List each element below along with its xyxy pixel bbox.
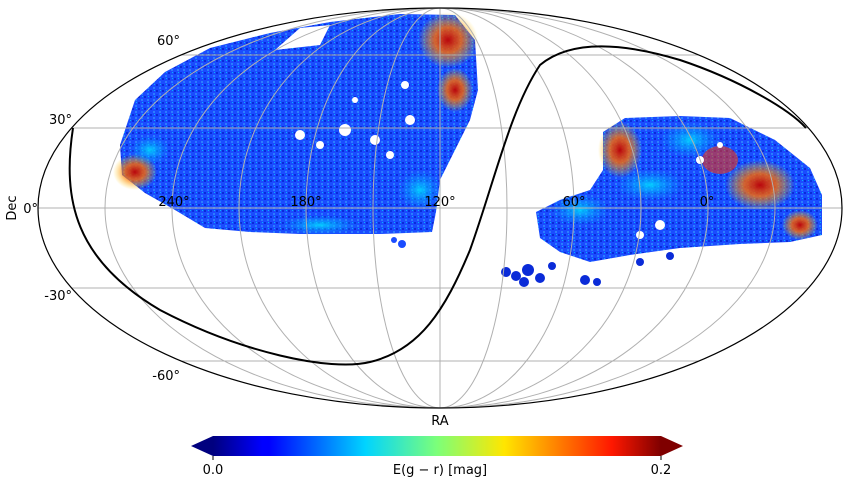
- x-axis-label: RA: [431, 414, 449, 429]
- colorbar-extend-high: [661, 436, 683, 456]
- map-outline: [37, 7, 843, 409]
- dec-tick-label: -60°: [152, 369, 180, 384]
- dec-tick-label: 60°: [157, 34, 180, 49]
- footprint-south: [501, 116, 822, 287]
- ra-tick-label: 180°: [290, 195, 321, 210]
- y-axis-label: Dec: [5, 195, 20, 220]
- colorbar-min-label: 0.0: [203, 463, 224, 478]
- ra-tick-labels: 240° 180° 120° 60° 0°: [158, 195, 714, 210]
- dec-tick-label: 0°: [23, 202, 38, 217]
- footprint-north: [113, 12, 478, 248]
- colorbar-gradient: [213, 436, 661, 456]
- ra-tick-label: 0°: [700, 195, 715, 210]
- colorbar-max-label: 0.2: [651, 463, 672, 478]
- ra-tick-label: 60°: [562, 195, 585, 210]
- dec-tick-labels: 60° 30° 0° -30° -60°: [23, 34, 180, 384]
- galactic-plane: [68, 45, 807, 366]
- colorbar-label: E(g − r) [mag]: [393, 463, 487, 478]
- ra-tick-label: 240°: [158, 195, 189, 210]
- dec-tick-label: 30°: [49, 113, 72, 128]
- colorbar: 0.0 0.2 E(g − r) [mag]: [191, 436, 683, 478]
- colorbar-extend-low: [191, 436, 213, 456]
- ra-tick-label: 120°: [424, 195, 455, 210]
- graticule: [38, 8, 842, 408]
- dec-tick-label: -30°: [44, 289, 72, 304]
